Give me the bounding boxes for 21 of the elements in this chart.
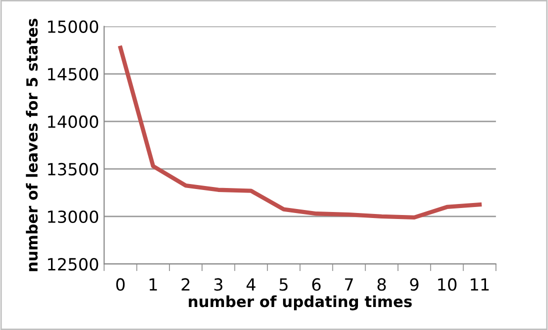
x-tick-label: 11 [470,278,489,291]
x-tick-label: 5 [280,278,288,291]
x-axis-title: number of updating times [188,295,412,310]
x-tick-label: 4 [246,278,256,291]
x-tick-label: 0 [116,278,125,291]
x-tick-label: 7 [345,278,353,291]
x-tick-label: 8 [377,278,386,291]
x-tick-label: 9 [410,278,418,291]
y-axis-title: number of leaves for 5 states [26,18,38,272]
x-tick-label: 6 [312,278,321,291]
y-tick-label: 13500 [48,162,98,176]
y-tick-label: 13000 [48,210,98,224]
line-series [118,46,482,220]
x-tick-label: 3 [214,278,222,291]
x-tick-label: 10 [438,278,456,291]
x-tick-label: 2 [182,278,190,291]
y-tick-label: 14500 [48,68,98,80]
y-tick-label: 15000 [48,20,98,33]
y-tick-label: 12500 [48,258,98,271]
y-tick-label: 14000 [48,115,98,128]
x-tick-label: 1 [150,278,157,291]
